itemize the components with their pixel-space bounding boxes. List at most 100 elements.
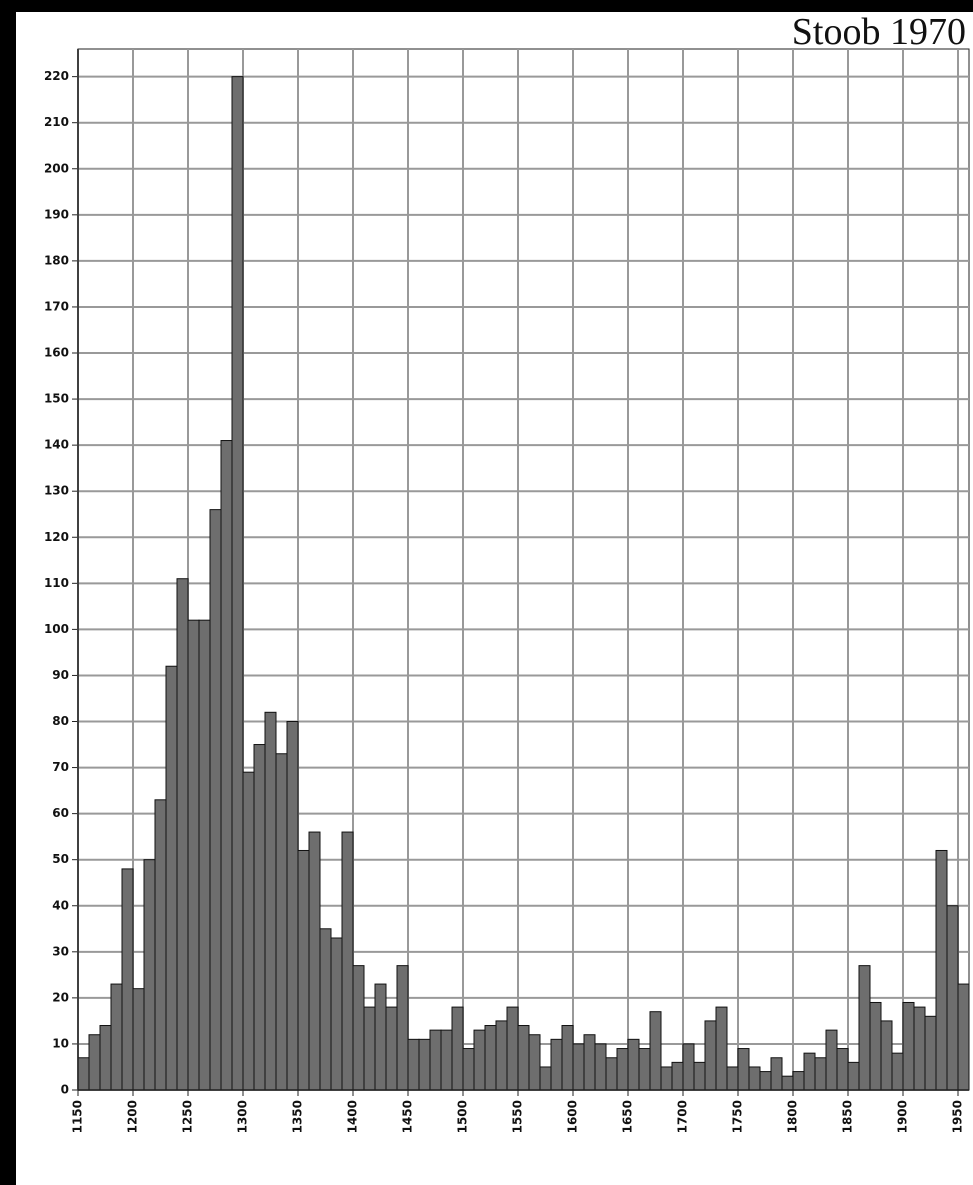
x-tick-label: 1650	[621, 1100, 635, 1133]
bar	[902, 1001, 915, 1091]
bar	[462, 1048, 475, 1091]
y-tick-label: 0	[61, 1083, 69, 1097]
bar	[572, 1043, 585, 1091]
bar	[209, 509, 222, 1091]
bar	[858, 965, 871, 1091]
y-tick-label: 210	[44, 115, 69, 129]
bar	[319, 928, 332, 1091]
bar	[935, 849, 948, 1091]
y-tick-label: 190	[44, 207, 69, 221]
y-tick-label: 150	[44, 392, 69, 406]
bar	[506, 1006, 519, 1091]
bar	[385, 1006, 398, 1091]
y-tick-label: 130	[44, 484, 69, 498]
bar	[176, 578, 189, 1091]
bar	[869, 1001, 882, 1091]
bar	[286, 721, 299, 1091]
y-tick-label: 100	[44, 622, 69, 636]
bar	[495, 1020, 508, 1091]
y-tick-label: 220	[44, 69, 69, 83]
bar	[814, 1057, 827, 1091]
bar	[88, 1034, 101, 1091]
bar	[451, 1006, 464, 1091]
bar	[803, 1052, 816, 1091]
bar	[352, 965, 365, 1091]
bar	[924, 1015, 937, 1091]
x-tick-label: 1250	[181, 1100, 195, 1133]
bar	[363, 1006, 376, 1091]
x-tick-label: 1850	[841, 1100, 855, 1133]
y-tick-label: 70	[52, 760, 69, 774]
y-tick-label: 110	[44, 576, 69, 590]
bar	[99, 1025, 112, 1091]
x-tick-label: 1950	[951, 1100, 965, 1133]
y-tick-label: 30	[52, 944, 69, 958]
x-tick-label: 1400	[346, 1100, 360, 1133]
bar	[165, 665, 178, 1091]
bar	[308, 831, 321, 1091]
bar	[121, 868, 134, 1091]
bar	[253, 744, 266, 1091]
bar	[77, 1057, 90, 1091]
bar	[561, 1025, 574, 1091]
x-tick-label: 1500	[456, 1100, 470, 1133]
x-tick-label: 1450	[401, 1100, 415, 1133]
bar	[825, 1029, 838, 1091]
bar	[946, 905, 959, 1091]
y-tick-label: 160	[44, 346, 69, 360]
bar	[539, 1066, 552, 1091]
y-tick-label: 40	[52, 898, 69, 912]
bar	[726, 1066, 739, 1091]
bar	[660, 1066, 673, 1091]
bar	[693, 1061, 706, 1091]
bar	[770, 1057, 783, 1091]
bar	[517, 1025, 530, 1091]
bar	[737, 1048, 750, 1091]
bar	[143, 859, 156, 1091]
bar	[110, 983, 123, 1091]
bar	[759, 1071, 772, 1091]
bar	[330, 937, 343, 1091]
x-tick-label: 1350	[291, 1100, 305, 1133]
bar	[671, 1061, 684, 1091]
bar	[440, 1029, 453, 1091]
bar	[187, 619, 200, 1091]
x-tick-label: 1600	[566, 1100, 580, 1133]
bar	[913, 1006, 926, 1091]
bar	[891, 1052, 904, 1091]
bar	[528, 1034, 541, 1091]
bar	[649, 1011, 662, 1091]
bar	[704, 1020, 717, 1091]
y-tick-label: 80	[52, 714, 69, 728]
bar	[396, 965, 409, 1091]
bar	[836, 1048, 849, 1091]
bar	[242, 771, 255, 1091]
y-tick-label: 20	[52, 990, 69, 1004]
y-tick-label: 180	[44, 253, 69, 267]
bar	[418, 1038, 431, 1091]
bar	[682, 1043, 695, 1091]
bar	[198, 619, 211, 1091]
bar	[264, 711, 277, 1091]
x-tick-label: 1150	[71, 1100, 85, 1133]
bar	[583, 1034, 596, 1091]
bar	[781, 1075, 794, 1091]
y-tick-label: 90	[52, 668, 69, 682]
bar	[132, 988, 145, 1091]
bar	[275, 753, 288, 1091]
bar	[297, 849, 310, 1091]
y-tick-label: 120	[44, 530, 69, 544]
x-tick-label: 1550	[511, 1100, 525, 1133]
bar	[407, 1038, 420, 1091]
bar	[231, 76, 244, 1091]
y-tick-label: 60	[52, 806, 69, 820]
bar	[594, 1043, 607, 1091]
bar	[638, 1048, 651, 1091]
x-tick-label: 1900	[896, 1100, 910, 1133]
x-tick-label: 1700	[676, 1100, 690, 1133]
bar	[429, 1029, 442, 1091]
y-tick-label: 200	[44, 161, 69, 175]
x-tick-label: 1200	[126, 1100, 140, 1133]
bar	[550, 1038, 563, 1091]
